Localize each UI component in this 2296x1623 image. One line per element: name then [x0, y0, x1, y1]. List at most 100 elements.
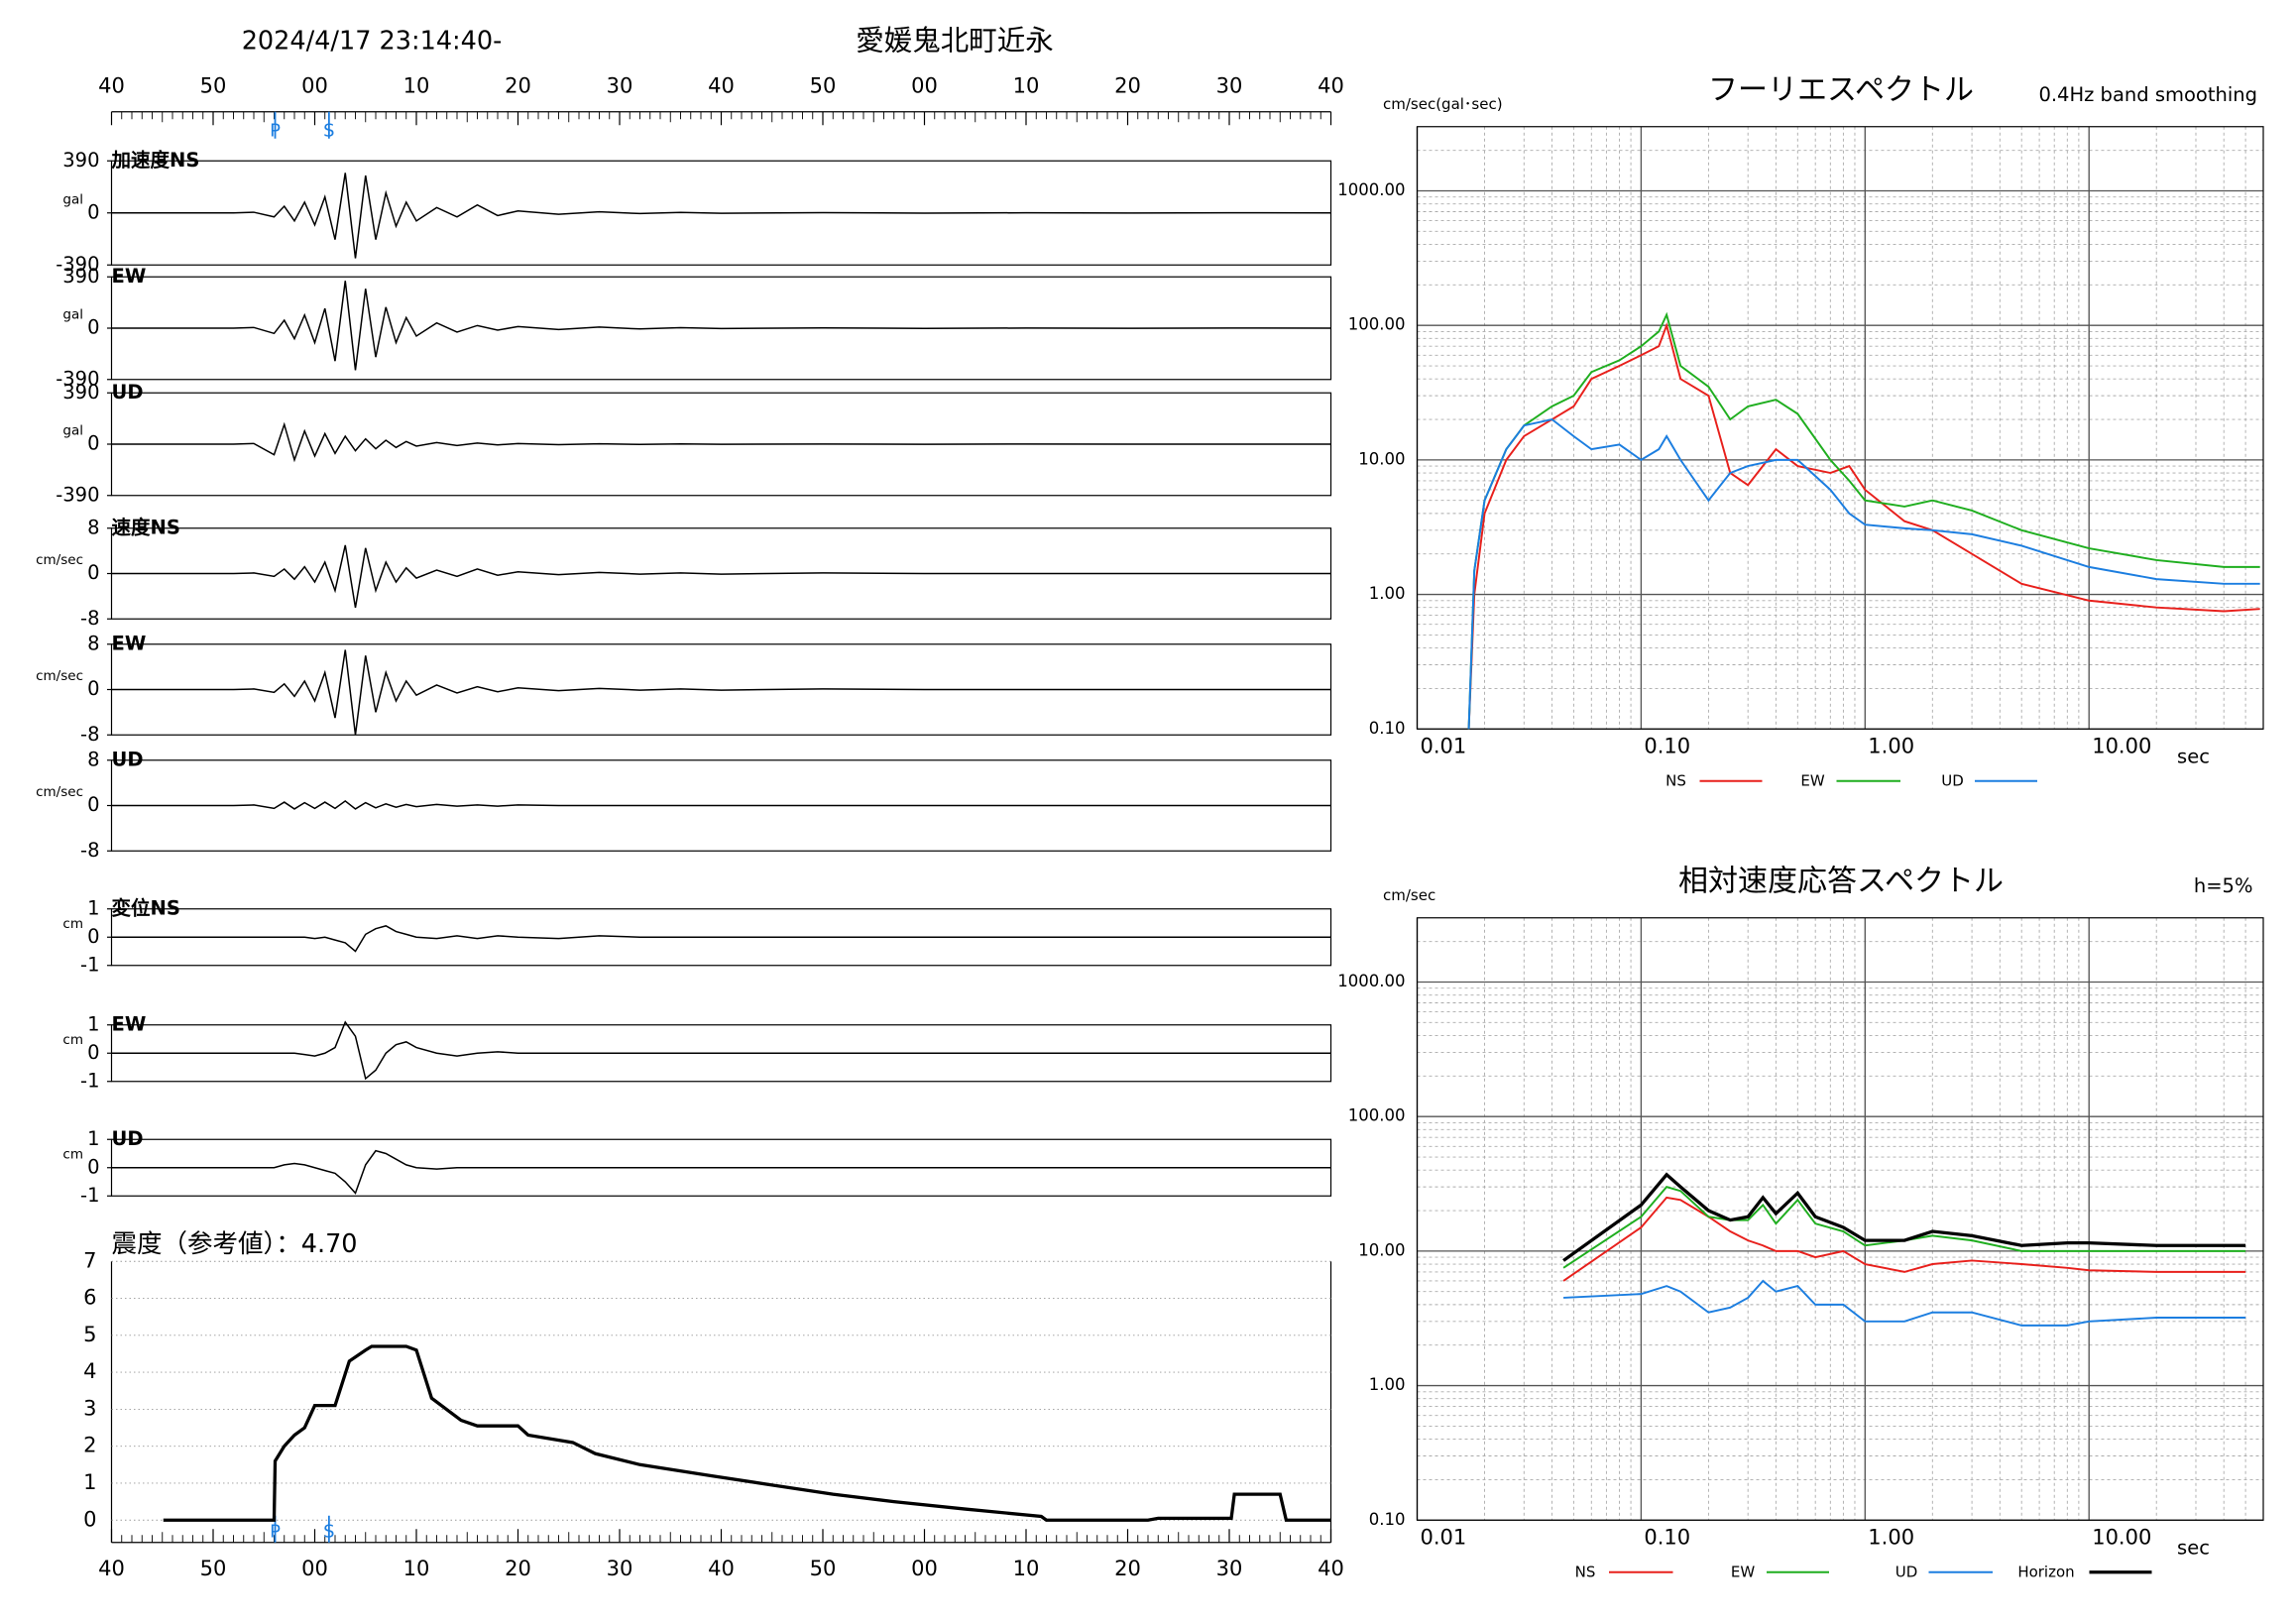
- time-tick-label: 50: [200, 73, 227, 97]
- time-tick-label: 40: [708, 1557, 735, 1580]
- phase-label: P: [270, 120, 281, 141]
- legend-label: Horizon: [2017, 1563, 2074, 1580]
- y-tick-label: 0: [87, 793, 99, 816]
- time-tick-label: 40: [98, 1557, 125, 1580]
- phase-label: S: [323, 1521, 334, 1542]
- x-tick-label: 1.00: [1868, 734, 1914, 757]
- y-tick-label: 4: [83, 1359, 96, 1383]
- intensity-line: [163, 1344, 1331, 1522]
- time-tick-label: 40: [1318, 1557, 1344, 1580]
- trace-unit: cm/sec: [36, 552, 83, 568]
- spectrum-title: フーリエスペクトル: [1708, 72, 1974, 107]
- y-tick-label: 0: [83, 1507, 96, 1531]
- y-tick-label: 0: [87, 200, 99, 223]
- y-tick-label: 0: [87, 1155, 99, 1178]
- y-tick-label: -8: [80, 607, 99, 630]
- spectrum-line: [1467, 321, 2260, 730]
- trace-name: EW: [112, 632, 147, 654]
- trace-name: 速度NS: [112, 516, 180, 538]
- waveform-trace: [111, 544, 1331, 608]
- legend-label: UD: [1895, 1563, 1918, 1580]
- time-tick-label: 50: [810, 1557, 837, 1580]
- time-tick-label: 00: [911, 73, 938, 97]
- y-tick-label: 0.10: [1369, 1510, 1406, 1529]
- spectrum-line: [1563, 1279, 2246, 1327]
- time-tick-label: 20: [505, 73, 531, 97]
- time-tick-label: 50: [200, 1557, 227, 1580]
- y-tick-label: -1: [80, 1069, 99, 1092]
- time-tick-label: 00: [301, 73, 328, 97]
- y-unit: cm/sec(gal･sec): [1383, 95, 1503, 113]
- trace-name: 加速度NS: [111, 149, 200, 172]
- trace-name: EW: [112, 265, 147, 288]
- waveform-trace: [111, 1149, 1331, 1195]
- trace-name: EW: [112, 1012, 147, 1035]
- y-tick-label: 390: [62, 265, 99, 288]
- x-unit: sec: [2177, 745, 2210, 767]
- legend-label: NS: [1665, 771, 1686, 789]
- legend-label: UD: [1941, 771, 1964, 789]
- y-tick-label: 7: [83, 1248, 96, 1272]
- y-tick-label: -390: [56, 367, 99, 390]
- y-tick-label: -8: [80, 723, 99, 746]
- trace-name: UD: [112, 1127, 144, 1150]
- trace-unit: gal: [62, 307, 83, 323]
- y-tick-label: 0: [87, 677, 99, 700]
- legend-label: EW: [1731, 1563, 1755, 1580]
- plot-frame: [1416, 126, 2264, 730]
- y-tick-label: 390: [62, 381, 99, 404]
- datetime: 2024/4/17 23:14:40-: [242, 26, 503, 56]
- trace-unit: cm: [62, 1146, 83, 1162]
- time-tick-label: 00: [911, 1557, 938, 1580]
- time-tick-label: 30: [607, 1557, 633, 1580]
- spectrum-subtitle: h=5%: [2194, 874, 2253, 897]
- waveform-trace: [111, 799, 1331, 810]
- y-tick-label: 2: [83, 1434, 96, 1457]
- y-tick-label: 0: [87, 432, 99, 455]
- phase-label: S: [323, 120, 334, 141]
- waveform-trace: [111, 421, 1331, 463]
- trace-unit: cm/sec: [36, 784, 83, 800]
- y-tick-label: 1: [83, 1470, 96, 1494]
- spectrum-line: [1562, 1196, 2246, 1282]
- time-tick-label: 10: [1013, 1557, 1040, 1580]
- x-tick-label: 0.01: [1421, 734, 1467, 757]
- y-tick-label: -390: [56, 253, 99, 276]
- y-unit: cm/sec: [1383, 886, 1435, 904]
- time-tick-label: 10: [403, 73, 430, 97]
- intensity-title: 震度（参考値）：4.70: [112, 1229, 358, 1259]
- y-tick-label: -1: [80, 953, 99, 976]
- trace-name: 変位NS: [112, 896, 180, 919]
- minor-ticks: [121, 111, 1321, 123]
- y-tick-label: 100.00: [1348, 315, 1406, 334]
- minor-grid: [1417, 917, 2263, 1521]
- spectrum-title: 相対速度応答スペクトル: [1678, 864, 2004, 898]
- y-tick-label: 8: [87, 748, 99, 770]
- spectrum-line: [1562, 1172, 2246, 1262]
- time-tick-label: 20: [1114, 1557, 1141, 1580]
- x-tick-label: 1.00: [1868, 1525, 1914, 1549]
- y-tick-label: 0: [87, 561, 99, 584]
- spectrum-line: [1467, 417, 2260, 730]
- y-tick-label: 1: [87, 1012, 99, 1035]
- x-tick-label: 0.01: [1421, 1525, 1467, 1549]
- time-tick-label: 30: [1216, 73, 1243, 97]
- y-tick-label: 1000.00: [1337, 180, 1405, 199]
- y-tick-label: 1.00: [1369, 1375, 1406, 1394]
- time-tick-label: 40: [1318, 73, 1344, 97]
- trace-unit: cm: [62, 1032, 83, 1048]
- legend-label: EW: [1800, 771, 1824, 789]
- time-tick-label: 40: [708, 73, 735, 97]
- waveform-trace: [111, 173, 1331, 259]
- y-tick-label: 1.00: [1369, 584, 1406, 603]
- y-tick-label: 1000.00: [1337, 972, 1405, 990]
- trace-unit: gal: [62, 191, 83, 207]
- waveform-trace: [111, 1020, 1331, 1081]
- trace-unit: gal: [62, 423, 83, 439]
- trace-name: UD: [112, 381, 144, 404]
- y-tick-label: 0: [87, 925, 99, 948]
- trace-unit: cm/sec: [36, 668, 83, 684]
- y-tick-label: 10.00: [1358, 449, 1405, 468]
- time-tick-label: 30: [607, 73, 633, 97]
- time-tick-label: 10: [403, 1557, 430, 1580]
